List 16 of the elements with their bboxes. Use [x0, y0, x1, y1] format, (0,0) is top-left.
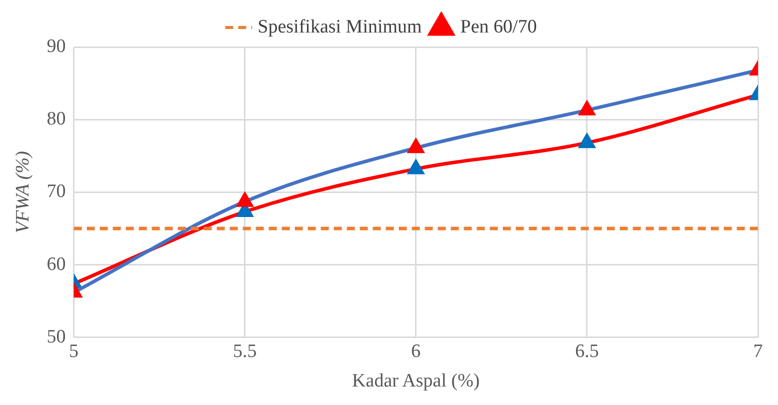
y-tick-label: 90	[46, 36, 66, 57]
x-axis-title: Kadar Aspal (%)	[352, 370, 480, 392]
legend-label: Pen 60/70	[460, 16, 537, 38]
x-tick-label: 6.5	[575, 340, 599, 362]
x-tick-label: 5	[69, 340, 79, 362]
x-tick-label: 7	[753, 340, 763, 362]
y-tick-label: 70	[46, 181, 66, 202]
x-tick-label: 5.5	[232, 340, 257, 362]
legend-label: Spesifikasi Minimum	[258, 16, 422, 38]
point	[408, 139, 424, 154]
y-tick-label: 80	[46, 108, 66, 130]
y-axis-title: VFWA (%)	[12, 151, 34, 234]
y-tick-label: 50	[46, 326, 66, 348]
x-tick-label: 6	[411, 340, 421, 362]
y-tick-label: 60	[46, 254, 66, 275]
point	[408, 160, 424, 174]
